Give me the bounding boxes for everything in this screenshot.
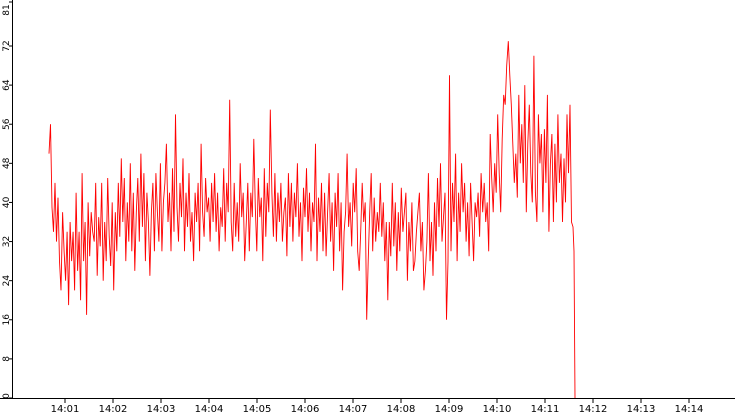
x-tick-label: 14:13 [627,404,656,415]
y-tick-label: 64 [2,79,12,91]
y-tick-label: 0 [2,393,12,399]
y-tick-label: 8 [2,356,12,362]
x-tick-label: 14:04 [195,404,224,415]
x-tick-label: 14:07 [339,404,368,415]
x-tick-label: 14:12 [579,404,608,415]
x-tick-label: 14:06 [291,404,320,415]
x-tick-label: 14:08 [387,404,416,415]
y-tick-label: 24 [2,275,12,287]
y-tick-label: 16 [2,314,12,326]
x-tick-label: 14:10 [483,404,512,415]
y-tick-label: 72 [2,40,12,51]
series-group [48,41,576,399]
x-tick-label: 14:03 [147,404,176,415]
y-tick-label: 81 [2,4,12,15]
y-tick-label: 40 [2,196,12,208]
x-tick-label: 14:02 [99,404,128,415]
series-line [48,41,576,399]
y-tick-label: 48 [2,157,12,169]
y-tick-label: 56 [2,118,12,130]
x-tick-label: 14:09 [435,404,464,415]
y-tick-label: 32 [2,236,12,247]
x-tick-label: 14:14 [675,404,704,415]
x-tick-label: 14:01 [51,404,80,415]
x-tick-label: 14:05 [243,404,272,415]
x-tick-label: 14:11 [531,404,560,415]
y-axis-ticks: 0 8 16 24 32 40 48 56 64 72 81 [2,1,12,399]
